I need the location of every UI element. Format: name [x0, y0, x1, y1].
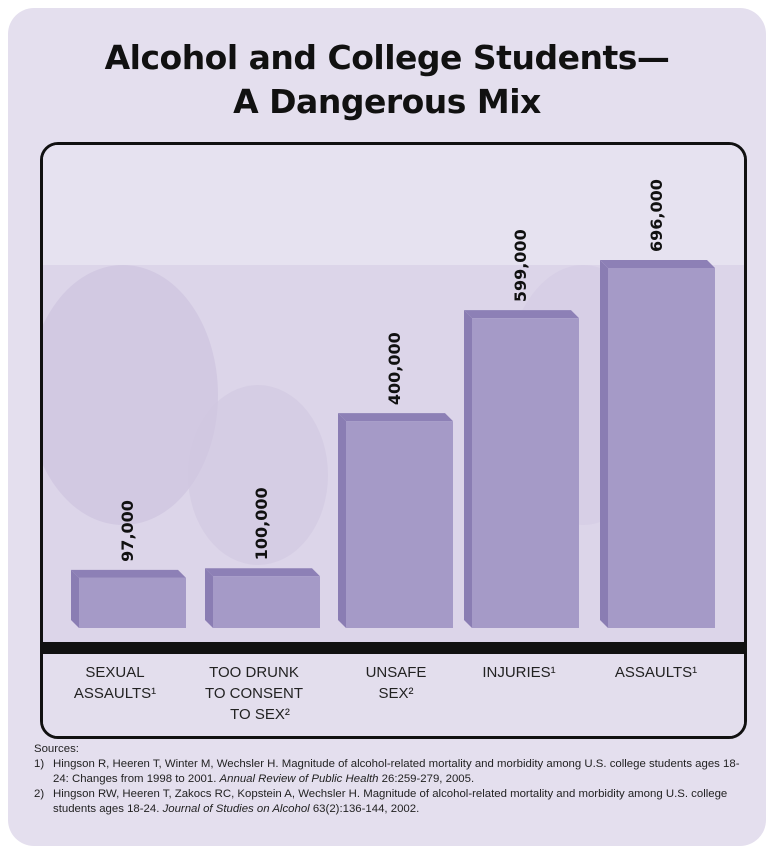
bar-chart: 97,000 100,000 400,000 599,000 696,000 SEXUAL… [43, 145, 744, 736]
bar-side [464, 310, 472, 628]
source-item: 2) Hingson RW, Heeren T, Zakocs RC, Kops… [34, 787, 754, 817]
bar-value-label: 100,000 [252, 487, 271, 560]
source-citation: 63(2):136-144, 2002. [309, 803, 420, 815]
background-figure [43, 265, 218, 525]
bar-side [71, 569, 79, 628]
chart-title-line-1: Alcohol and College Students— [104, 38, 670, 77]
source-journal: Annual Review of Public Health [219, 773, 379, 785]
bar [79, 577, 186, 628]
source-item: 1) Hingson R, Heeren T, Winter M, Wechsl… [34, 757, 754, 787]
bar-top [464, 310, 579, 319]
sources-heading: Sources: [34, 743, 79, 755]
category-label: UNSAFE [366, 664, 427, 681]
category-label-area [43, 654, 744, 736]
source-citation: 26:259-279, 2005. [378, 773, 475, 785]
bar [472, 318, 579, 628]
bar-value-label: 400,000 [385, 332, 404, 405]
category-label: SEXUAL [85, 664, 144, 681]
bar-top [338, 413, 453, 422]
bar [346, 421, 453, 628]
chart-title-line-2: A Dangerous Mix [233, 82, 541, 121]
bar-side [338, 413, 346, 628]
bar-side [600, 260, 608, 628]
category-label: TOO DRUNK [209, 664, 299, 681]
bar-value-label: 97,000 [118, 500, 137, 562]
category-label: SEX² [378, 685, 413, 702]
bar-side [205, 568, 213, 628]
category-label: ASSAULTS¹ [615, 664, 697, 681]
source-number: 2) [34, 788, 45, 800]
bar-value-label: 599,000 [511, 229, 530, 302]
background-figure [188, 385, 328, 565]
sources: Sources: 1) Hingson R, Heeren T, Winter … [34, 742, 754, 817]
source-authors: Hingson R, Heeren T, Winter M, Wechsler … [53, 758, 740, 785]
background-light-band [43, 145, 744, 265]
source-text: Hingson RW, Heeren T, Zakocs RC, Kopstei… [53, 787, 754, 817]
chart-title: Alcohol and College Students— A Dangerou… [8, 36, 766, 124]
bar-top [71, 569, 186, 578]
bar-top [600, 260, 715, 268]
source-text: Hingson R, Heeren T, Winter M, Wechsler … [53, 757, 754, 787]
category-label: TO CONSENT [205, 685, 303, 702]
baseline-band [43, 642, 744, 654]
bar [608, 268, 715, 628]
category-label: ASSAULTS¹ [74, 685, 156, 702]
source-authors: Hingson RW, Heeren T, Zakocs RC, Kopstei… [53, 788, 728, 815]
bar-value-label: 696,000 [647, 179, 666, 252]
category-label: TO SEX² [230, 706, 290, 723]
source-number: 1) [34, 758, 45, 770]
chart-frame: 97,000 100,000 400,000 599,000 696,000 SEXUAL… [40, 142, 747, 739]
source-journal: Journal of Studies on Alcohol [162, 803, 310, 815]
category-label: INJURIES¹ [482, 664, 555, 681]
bar [213, 576, 320, 628]
bar-top [205, 568, 320, 577]
